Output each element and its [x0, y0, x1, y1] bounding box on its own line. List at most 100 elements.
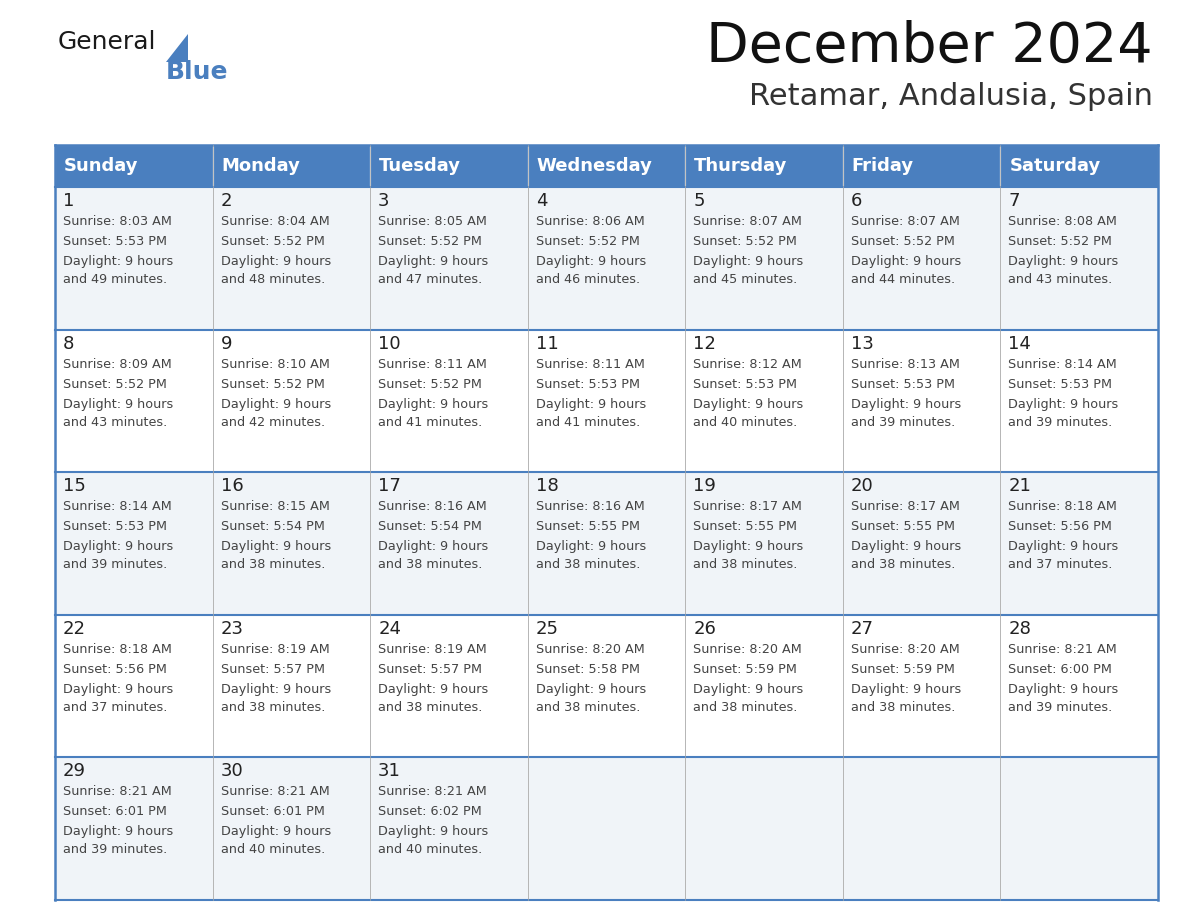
Text: Daylight: 9 hours: Daylight: 9 hours [536, 255, 646, 268]
Text: Daylight: 9 hours: Daylight: 9 hours [221, 540, 330, 554]
Text: 16: 16 [221, 477, 244, 495]
Text: Sunset: 5:52 PM: Sunset: 5:52 PM [694, 235, 797, 248]
Text: Sunset: 5:53 PM: Sunset: 5:53 PM [63, 521, 168, 533]
Text: Wednesday: Wednesday [537, 157, 652, 175]
Text: Sunrise: 8:15 AM: Sunrise: 8:15 AM [221, 500, 329, 513]
Text: Daylight: 9 hours: Daylight: 9 hours [221, 255, 330, 268]
Text: Sunset: 6:00 PM: Sunset: 6:00 PM [1009, 663, 1112, 676]
Bar [371, 615, 527, 757]
Bar [527, 145, 685, 187]
Text: Daylight: 9 hours: Daylight: 9 hours [378, 540, 488, 554]
Text: Daylight: 9 hours: Daylight: 9 hours [694, 683, 803, 696]
Bar [213, 187, 371, 330]
Text: and 42 minutes.: and 42 minutes. [221, 416, 324, 429]
Text: Daylight: 9 hours: Daylight: 9 hours [221, 397, 330, 410]
Text: 23: 23 [221, 620, 244, 638]
Text: Sunset: 5:53 PM: Sunset: 5:53 PM [536, 377, 639, 390]
Text: Sunset: 5:53 PM: Sunset: 5:53 PM [694, 377, 797, 390]
Text: Sunset: 5:56 PM: Sunset: 5:56 PM [63, 663, 166, 676]
Text: Daylight: 9 hours: Daylight: 9 hours [694, 255, 803, 268]
Text: Sunset: 6:01 PM: Sunset: 6:01 PM [221, 805, 324, 819]
Text: 31: 31 [378, 763, 402, 780]
Text: Sunset: 5:54 PM: Sunset: 5:54 PM [378, 521, 482, 533]
Text: Daylight: 9 hours: Daylight: 9 hours [694, 540, 803, 554]
Bar [685, 187, 842, 330]
Text: Sunset: 5:57 PM: Sunset: 5:57 PM [221, 663, 324, 676]
Text: Daylight: 9 hours: Daylight: 9 hours [1009, 540, 1119, 554]
Text: 15: 15 [63, 477, 86, 495]
Text: 19: 19 [694, 477, 716, 495]
Text: Sunrise: 8:13 AM: Sunrise: 8:13 AM [851, 358, 960, 371]
Bar [371, 145, 527, 187]
Text: Sunrise: 8:21 AM: Sunrise: 8:21 AM [221, 786, 329, 799]
Text: Sunrise: 8:21 AM: Sunrise: 8:21 AM [378, 786, 487, 799]
Text: Retamar, Andalusia, Spain: Retamar, Andalusia, Spain [748, 82, 1154, 111]
Bar [1000, 187, 1158, 330]
Text: 6: 6 [851, 192, 862, 210]
Text: and 48 minutes.: and 48 minutes. [221, 273, 324, 286]
Text: 9: 9 [221, 334, 232, 353]
Text: Sunset: 5:52 PM: Sunset: 5:52 PM [378, 377, 482, 390]
Text: and 38 minutes.: and 38 minutes. [536, 558, 640, 571]
Text: Daylight: 9 hours: Daylight: 9 hours [221, 825, 330, 838]
Text: Sunset: 5:54 PM: Sunset: 5:54 PM [221, 521, 324, 533]
Text: Sunset: 5:52 PM: Sunset: 5:52 PM [378, 235, 482, 248]
Text: and 38 minutes.: and 38 minutes. [378, 700, 482, 714]
Text: and 38 minutes.: and 38 minutes. [694, 700, 797, 714]
Text: Daylight: 9 hours: Daylight: 9 hours [221, 683, 330, 696]
Bar [842, 615, 1000, 757]
Bar [371, 187, 527, 330]
Bar [55, 330, 213, 472]
Bar [371, 757, 527, 900]
Text: Daylight: 9 hours: Daylight: 9 hours [694, 397, 803, 410]
Text: and 39 minutes.: and 39 minutes. [1009, 700, 1113, 714]
Text: Friday: Friday [852, 157, 914, 175]
Bar [55, 757, 213, 900]
Text: Sunset: 5:53 PM: Sunset: 5:53 PM [851, 377, 955, 390]
Text: 25: 25 [536, 620, 558, 638]
Text: Sunset: 5:57 PM: Sunset: 5:57 PM [378, 663, 482, 676]
Text: Sunrise: 8:20 AM: Sunrise: 8:20 AM [694, 643, 802, 655]
Text: 22: 22 [63, 620, 86, 638]
Text: Sunrise: 8:17 AM: Sunrise: 8:17 AM [694, 500, 802, 513]
Text: 5: 5 [694, 192, 704, 210]
Bar [842, 472, 1000, 615]
Text: and 44 minutes.: and 44 minutes. [851, 273, 955, 286]
Text: Tuesday: Tuesday [379, 157, 461, 175]
Text: Daylight: 9 hours: Daylight: 9 hours [536, 683, 646, 696]
Text: 10: 10 [378, 334, 400, 353]
Text: 7: 7 [1009, 192, 1020, 210]
Bar [213, 330, 371, 472]
Bar [55, 615, 213, 757]
Text: Sunrise: 8:09 AM: Sunrise: 8:09 AM [63, 358, 172, 371]
Bar [1000, 330, 1158, 472]
Bar [685, 615, 842, 757]
Bar [842, 757, 1000, 900]
Text: Sunset: 5:52 PM: Sunset: 5:52 PM [221, 235, 324, 248]
Bar [527, 757, 685, 900]
Text: and 38 minutes.: and 38 minutes. [851, 558, 955, 571]
Bar [527, 472, 685, 615]
Text: and 39 minutes.: and 39 minutes. [63, 558, 168, 571]
Text: 20: 20 [851, 477, 873, 495]
Text: Sunrise: 8:04 AM: Sunrise: 8:04 AM [221, 215, 329, 228]
Text: Sunset: 5:53 PM: Sunset: 5:53 PM [1009, 377, 1112, 390]
Text: and 38 minutes.: and 38 minutes. [536, 700, 640, 714]
Bar [527, 330, 685, 472]
Text: Sunday: Sunday [64, 157, 139, 175]
Text: 11: 11 [536, 334, 558, 353]
Text: Sunset: 5:52 PM: Sunset: 5:52 PM [1009, 235, 1112, 248]
Bar [842, 330, 1000, 472]
Text: 18: 18 [536, 477, 558, 495]
Text: and 41 minutes.: and 41 minutes. [378, 416, 482, 429]
Text: Sunset: 5:59 PM: Sunset: 5:59 PM [851, 663, 955, 676]
Text: and 37 minutes.: and 37 minutes. [1009, 558, 1113, 571]
Text: Sunset: 5:52 PM: Sunset: 5:52 PM [63, 377, 166, 390]
Text: Daylight: 9 hours: Daylight: 9 hours [63, 397, 173, 410]
Text: 12: 12 [694, 334, 716, 353]
Polygon shape [166, 34, 188, 62]
Text: and 38 minutes.: and 38 minutes. [378, 558, 482, 571]
Bar [213, 472, 371, 615]
Bar [1000, 615, 1158, 757]
Text: and 40 minutes.: and 40 minutes. [694, 416, 797, 429]
